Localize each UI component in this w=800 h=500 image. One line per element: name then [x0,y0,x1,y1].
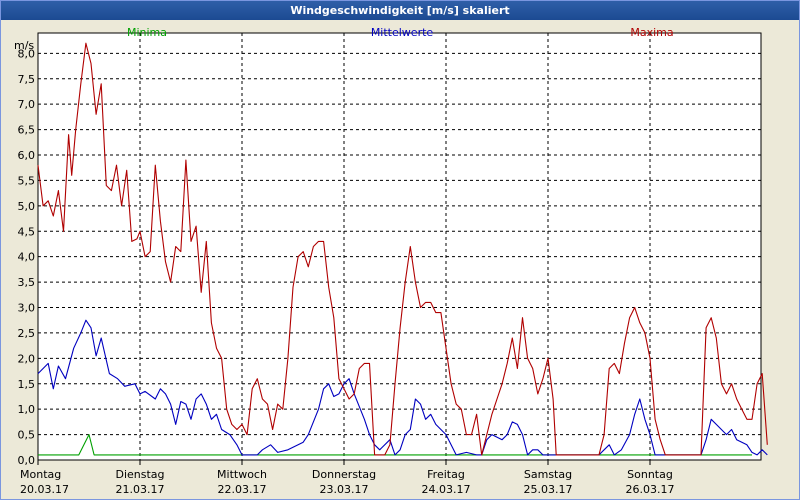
y-tick-label: 8,0 [18,47,36,60]
series-line-minima [38,434,752,456]
y-tick-label: 0,0 [18,454,36,467]
y-tick-label: 2,5 [18,327,36,340]
x-tick-day: Sonntag [627,468,673,481]
legend-maxima: Maxima [630,26,673,39]
y-axis: 0,0 0,5 1,0 1,5 2,0 2,5 3,0 3,5 4,0 4,5 5,0 5,5 6,0 6… [18,47,36,467]
legend: Minima Mittelwerte Maxima [127,26,674,39]
legend-mittelwerte: Mittelwerte [371,26,434,39]
x-tick-day: Dienstag [115,468,164,481]
x-tick-day: Mittwoch [217,468,267,481]
plot-area [37,32,762,461]
y-tick-label: 2,0 [18,352,36,365]
x-tick-date: 21.03.17 [116,483,165,496]
x-tick-day: Freitag [427,468,465,481]
x-tick-day: Montag [20,468,61,481]
y-tick-label: 5,0 [18,200,36,213]
x-tick-day: Samstag [524,468,572,481]
y-tick-label: 3,5 [18,276,36,289]
window-title: Windgeschwindigkeit [m/s] skaliert [1,1,799,20]
series-lines [37,42,768,456]
legend-minima: Minima [127,26,167,39]
y-axis-label: m/s [14,39,34,52]
x-tick-date: 20.03.17 [20,483,69,496]
y-tick-label: 0,5 [18,429,36,442]
y-tick-label: 3,0 [18,302,36,315]
y-tick-label: 1,5 [18,378,36,391]
series-line-mittelwerte [37,319,768,456]
y-tick-label: 7,0 [18,98,36,111]
y-tick-label: 1,0 [18,403,36,416]
x-tick-date: 22.03.17 [218,483,267,496]
series-line-maxima [37,42,768,456]
y-tick-label: 4,0 [18,251,36,264]
x-axis: Montag 20.03.17 Dienstag 21.03.17 Mittwoch 22… [20,460,674,496]
x-tick-date: 23.03.17 [320,483,369,496]
y-tick-label: 6,0 [18,149,36,162]
x-tick-date: 25.03.17 [524,483,573,496]
y-tick-label: 5,5 [18,174,36,187]
x-tick-day: Donnerstag [312,468,376,481]
y-tick-label: 7,5 [18,73,36,86]
x-tick-date: 26.03.17 [626,483,675,496]
y-tick-label: 6,5 [18,124,36,137]
x-tick-date: 24.03.17 [422,483,471,496]
y-tick-label: 4,5 [18,225,36,238]
